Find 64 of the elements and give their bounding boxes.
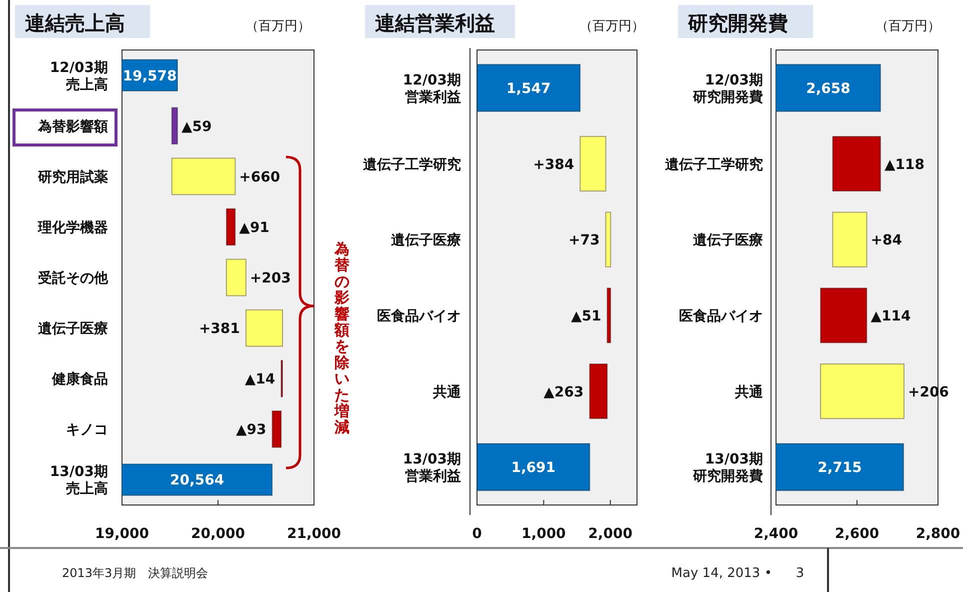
- y-tick-label: 医食品バイオ: [377, 308, 461, 324]
- chart-title: 研究開発費: [687, 11, 788, 35]
- data-label: +660: [239, 169, 280, 186]
- x-tick-label: 2,800: [916, 526, 960, 542]
- y-tick-label: 遺伝子医療: [37, 320, 108, 338]
- data-label: 2,658: [806, 80, 850, 97]
- x-tick-label: 0: [472, 526, 482, 542]
- text: （百万円）: [876, 19, 940, 34]
- data-label: +203: [250, 270, 291, 286]
- chart-title: 連結営業利益: [375, 11, 495, 35]
- text: 為替の影響額を除いた増減: [334, 240, 350, 436]
- y-tick-label: 遺伝子医療: [692, 232, 763, 249]
- data-label: ▲51: [570, 308, 602, 324]
- text: May 14, 2013 •: [671, 566, 772, 581]
- data-label: +84: [870, 232, 902, 249]
- bar: [606, 288, 612, 344]
- y-tick-label: 12/03期営業利益: [402, 72, 461, 106]
- data-label: 1,547: [506, 80, 551, 97]
- data-label: ▲91: [239, 220, 270, 236]
- data-label: 20,564: [170, 472, 224, 489]
- data-label: +384: [533, 156, 574, 173]
- data-label: ▲263: [544, 384, 584, 400]
- data-label: +381: [198, 321, 240, 338]
- bar: [580, 136, 606, 192]
- data-label: ▲118: [884, 156, 924, 173]
- bar: [589, 363, 608, 420]
- x-tick-label: 2,400: [754, 526, 798, 542]
- chart-title: 連結売上高: [25, 11, 125, 35]
- data-label: +73: [568, 232, 600, 249]
- bar: [605, 212, 612, 268]
- y-tick-label: 研究用試薬: [37, 168, 108, 186]
- x-tick-label: 2,600: [834, 526, 880, 542]
- x-tick-label: 2,000: [588, 526, 633, 542]
- y-tick-label: 13/03期営業利益: [402, 452, 461, 485]
- y-tick-label: 共通: [734, 383, 764, 400]
- text: 2013年3月期 決算説明会: [62, 566, 208, 580]
- y-tick-label: 遺伝子医療: [390, 232, 461, 249]
- data-label: ▲14: [244, 372, 276, 388]
- y-tick-label: 理化学機器: [37, 220, 108, 236]
- x-tick-label: 20,000: [190, 526, 246, 542]
- y-tick-label: キノコ: [66, 422, 108, 438]
- y-tick-label: 13/03期研究開発費: [692, 452, 763, 485]
- text: （百万円）: [580, 19, 644, 34]
- y-tick-label: 共通: [432, 383, 462, 400]
- y-tick-label: 医食品バイオ: [679, 308, 763, 324]
- y-tick-label: 受託その他: [37, 270, 109, 286]
- text: 3: [796, 566, 804, 581]
- y-tick-label: 12/03期研究開発費: [692, 72, 763, 106]
- data-label: ▲59: [181, 118, 212, 135]
- y-tick-label: 12/03期売上高: [50, 60, 108, 93]
- text: （百万円）: [246, 19, 310, 34]
- data-label: 19,578: [122, 68, 177, 84]
- y-tick-label: 遺伝子工学研究: [664, 156, 763, 173]
- data-label: ▲93: [236, 422, 266, 438]
- data-label: ▲114: [870, 308, 911, 324]
- y-tick-label: 為替影響額: [37, 118, 108, 135]
- x-tick-label: 19,000: [94, 526, 150, 542]
- x-tick-label: 21,000: [286, 526, 342, 542]
- x-tick-label: 1,000: [522, 526, 566, 542]
- y-tick-label: 13/03期売上高: [50, 464, 108, 498]
- data-label: 1,691: [511, 460, 556, 476]
- y-tick-label: 健康食品: [51, 370, 108, 388]
- y-tick-label: 遺伝子工学研究: [362, 156, 461, 173]
- data-label: 2,715: [818, 460, 862, 476]
